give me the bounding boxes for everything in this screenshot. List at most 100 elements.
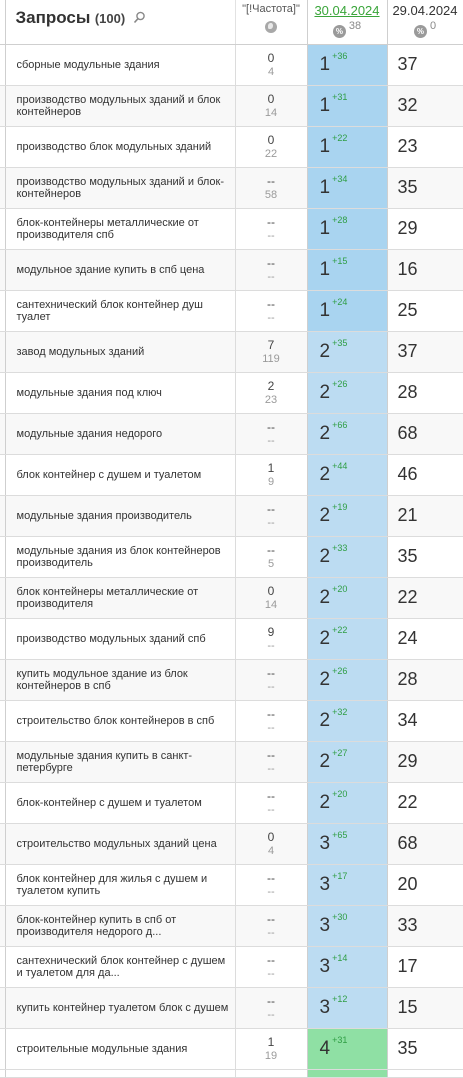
row-edge: [0, 290, 6, 332]
table-row[interactable]: сборные модульные здания 0 4 1 +36 37: [0, 44, 463, 86]
table-row[interactable]: блок-контейнер купить в спб от производи…: [0, 905, 463, 947]
table-row[interactable]: блок контейнер с душем и туалетом 1 9 2 +44 4…: [0, 454, 463, 496]
table-row[interactable]: завод модульных зданий 7 119 2 +35 37: [0, 331, 463, 373]
position-cell[interactable]: 3 +17: [307, 864, 388, 906]
position-delta: +32: [332, 706, 348, 717]
position-cell[interactable]: 1 +36: [307, 44, 388, 86]
position-cell[interactable]: 3 +65: [307, 823, 388, 865]
position-cell[interactable]: 2 +26: [307, 372, 388, 414]
query-cell[interactable]: строительные модульные здания: [5, 1028, 236, 1070]
frequency-value: --: [267, 501, 275, 516]
frequency-cell: -- --: [235, 659, 308, 701]
table-row[interactable]: блок-контейнеры металлические от произво…: [0, 208, 463, 250]
table-row[interactable]: строительные модульные здания 1 19 4 +31 35: [0, 1028, 463, 1070]
position-cell[interactable]: 2 +44: [307, 454, 388, 496]
position-cell[interactable]: 2 +19: [307, 495, 388, 537]
query-cell[interactable]: модульные здания под ключ: [5, 372, 236, 414]
position-value: 2: [319, 545, 331, 567]
query-cell[interactable]: сантехнический блок контейнер с душем и …: [5, 946, 236, 988]
position-cell[interactable]: 1 +24: [307, 290, 388, 332]
table-row[interactable]: строительство модульных зданий цена 0 4 3 +6…: [0, 823, 463, 865]
position-cell[interactable]: 2 +20: [307, 577, 388, 619]
position-value: 1: [319, 53, 331, 75]
position-cell[interactable]: 2 +22: [307, 618, 388, 660]
table-row[interactable]: блок-контейнер с душем и туалетом -- -- 2 +2…: [0, 782, 463, 824]
position-cell[interactable]: 2 +66: [307, 413, 388, 455]
date-current-header[interactable]: 30.04.2024 % 38: [307, 0, 388, 45]
query-cell[interactable]: производство модульных зданий спб: [5, 618, 236, 660]
query-cell[interactable]: купить контейнер туалетом блок с душем: [5, 987, 236, 1029]
position-cell[interactable]: 3 +14: [307, 946, 388, 988]
position-delta: +28: [332, 214, 348, 225]
query-cell[interactable]: производство модульных зданий и блок кон…: [5, 85, 236, 127]
query-cell[interactable]: блок-контейнеры металлические от произво…: [5, 208, 236, 250]
table-row[interactable]: производство модульных зданий и блок-кон…: [0, 167, 463, 209]
table-row[interactable]: блок контейнер для жилья с душем и туале…: [0, 864, 463, 906]
position-cell[interactable]: 3 +30: [307, 905, 388, 947]
position-cell[interactable]: 2 +26: [307, 659, 388, 701]
table-row[interactable]: модульные здания под ключ 2 23 2 +26 28: [0, 372, 463, 414]
frequency-value: 0: [267, 583, 275, 598]
frequency-value: --: [267, 296, 275, 311]
query-cell[interactable]: строительство модульных зданий цена: [5, 823, 236, 865]
query-cell[interactable]: купить модульное здание из блок контейне…: [5, 659, 236, 701]
table-row[interactable]: строительство блок контейнеров в спб -- --…: [0, 700, 463, 742]
table-row[interactable]: купить модульное здание из блок контейне…: [0, 659, 463, 701]
frequency-value: --: [267, 952, 275, 967]
search-icon[interactable]: [133, 11, 146, 29]
position-cell[interactable]: 3 +12: [307, 987, 388, 1029]
query-cell[interactable]: модульные здания из блок контейнеров про…: [5, 536, 236, 578]
table-row[interactable]: модульное здание купить в спб цена -- -- 1 +…: [0, 249, 463, 291]
position-cell[interactable]: 2 +32: [307, 700, 388, 742]
position-cell[interactable]: 2 +20: [307, 782, 388, 824]
position-delta: +66: [332, 419, 348, 430]
query-cell[interactable]: блок-контейнер купить в спб от производи…: [5, 905, 236, 947]
position-value: 1: [319, 176, 331, 198]
query-cell[interactable]: модульные здания производитель: [5, 495, 236, 537]
query-cell[interactable]: сборные модульные здания: [5, 44, 236, 86]
row-edge: [0, 741, 6, 783]
query-cell[interactable]: производство блок модульных зданий: [5, 126, 236, 168]
query-cell[interactable]: блок-контейнер с душем и туалетом: [5, 782, 236, 824]
query-cell[interactable]: модульные здания купить в санкт-петербур…: [5, 741, 236, 783]
position-cell[interactable]: 2 +33: [307, 536, 388, 578]
position-cell[interactable]: 1 +28: [307, 208, 388, 250]
query-cell[interactable]: блок контейнеры металлические от произво…: [5, 577, 236, 619]
table-row[interactable]: блок контейнеры металлические от произво…: [0, 577, 463, 619]
position-cell[interactable]: 1 +15: [307, 249, 388, 291]
frequency-header[interactable]: "[!Частота]": [235, 0, 308, 45]
query-cell[interactable]: блок контейнер для жилья с душем и туале…: [5, 864, 236, 906]
queries-header[interactable]: Запросы (100): [5, 0, 236, 45]
query-cell[interactable]: производство модульных зданий и блок-кон…: [5, 167, 236, 209]
date-current-link[interactable]: 30.04.2024: [314, 3, 380, 18]
position-cell[interactable]: 1 +22: [307, 126, 388, 168]
table-row[interactable]: производство модульных зданий и блок кон…: [0, 85, 463, 127]
table-row[interactable]: модульные здания купить в санкт-петербур…: [0, 741, 463, 783]
table-row[interactable]: модульные здания из блок контейнеров про…: [0, 536, 463, 578]
query-cell[interactable]: модульные здания недорого: [5, 413, 236, 455]
queries-count: (100): [94, 11, 126, 26]
table-row[interactable]: модульные здания недорого -- -- 2 +66 68: [0, 413, 463, 455]
table-row[interactable]: купить контейнер туалетом блок с душем --…: [0, 987, 463, 1029]
date-previous-header[interactable]: 29.04.2024 % 0: [387, 0, 463, 45]
table-row[interactable]: модульные здания производитель -- -- 2 +19 21: [0, 495, 463, 537]
position-cell[interactable]: 1 +31: [307, 85, 388, 127]
position-cell[interactable]: 2 +35: [307, 331, 388, 373]
position-cell[interactable]: 4 +31: [307, 1028, 388, 1070]
query-cell[interactable]: строительство блок контейнеров в спб: [5, 700, 236, 742]
table-row[interactable]: производство блок модульных зданий 0 22 1 +2…: [0, 126, 463, 168]
query-cell[interactable]: блок контейнер с душем и туалетом: [5, 454, 236, 496]
table-row[interactable]: производство модульных зданий спб 9 -- 2 +22…: [0, 618, 463, 660]
table-row[interactable]: сантехнический блок контейнер с душем и …: [0, 946, 463, 988]
table-row[interactable]: сантехнический блок контейнер душ туалет…: [0, 290, 463, 332]
position-value: 3: [319, 873, 331, 895]
frequency-cell: [235, 1069, 308, 1078]
position-cell[interactable]: 2 +27: [307, 741, 388, 783]
query-cell[interactable]: модульное здание купить в спб цена: [5, 249, 236, 291]
position-cell[interactable]: 1 +34: [307, 167, 388, 209]
position-value: 3: [319, 914, 331, 936]
query-cell[interactable]: сантехнический блок контейнер душ туалет: [5, 290, 236, 332]
query-cell[interactable]: завод модульных зданий: [5, 331, 236, 373]
previous-position-cell: 68: [387, 413, 463, 455]
row-edge: [0, 1028, 6, 1070]
